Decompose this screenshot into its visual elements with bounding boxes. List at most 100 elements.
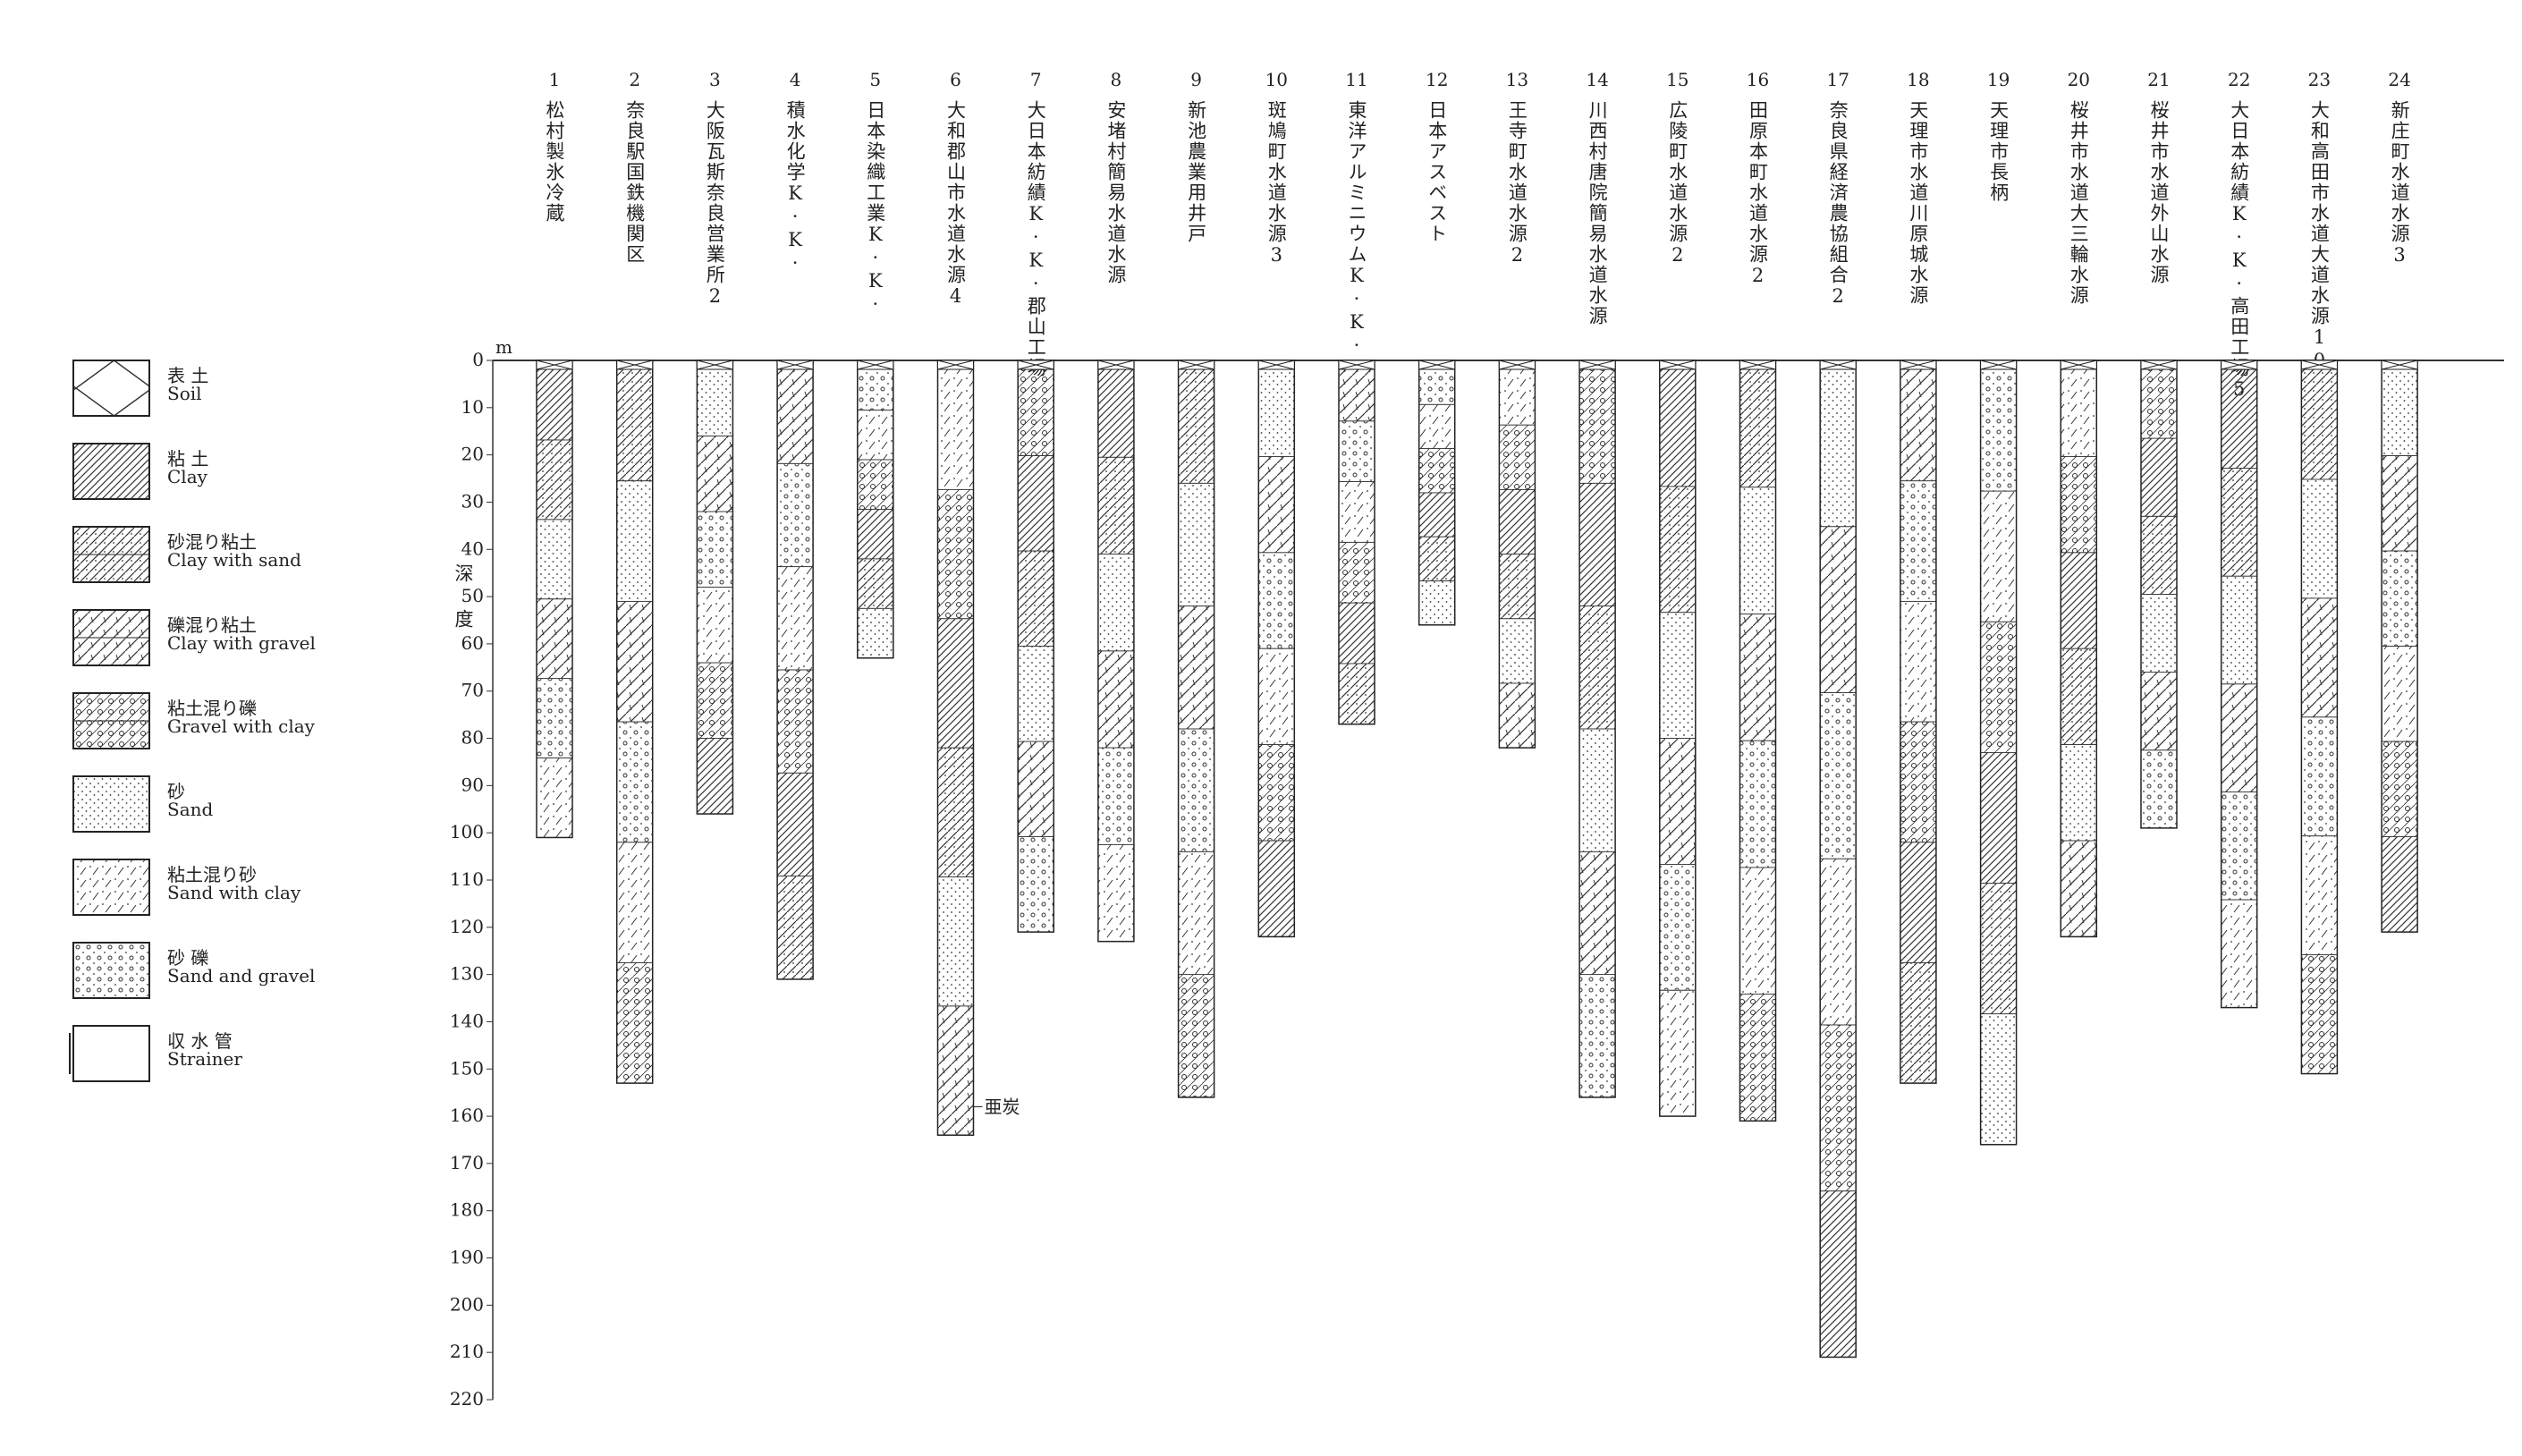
soil-x <box>776 360 814 370</box>
soil-x <box>1338 360 1375 370</box>
layer <box>2221 360 2258 470</box>
borehole-name: 広陵町水道水源2 <box>1667 100 1688 267</box>
tick-label: 110 <box>450 868 484 890</box>
layer <box>697 436 733 512</box>
layer <box>1499 488 1536 554</box>
layer <box>1980 883 2018 1015</box>
layer <box>1017 455 1054 552</box>
layer <box>536 519 573 600</box>
legend-box <box>72 859 150 916</box>
legend-en: Strainer <box>167 1048 242 1070</box>
tick-label: 10 <box>461 396 484 418</box>
layer <box>1900 962 1937 1084</box>
layer <box>2060 552 2097 649</box>
layer <box>2300 360 2338 480</box>
layer <box>857 607 894 659</box>
legend-ja: 礫混り粘土 <box>167 614 257 636</box>
layer <box>2221 683 2258 792</box>
layer <box>2381 550 2418 647</box>
borehole-name: 大和高田市水道大道水源10 <box>2308 100 2330 373</box>
layer <box>616 600 654 723</box>
soil-x <box>2381 360 2418 370</box>
layer <box>1900 721 1937 843</box>
borehole-number: 3 <box>709 69 721 90</box>
layer <box>1659 863 1697 991</box>
layer <box>1499 682 1536 749</box>
layer <box>2221 899 2258 1009</box>
legend-ja: 表 土 <box>167 365 208 386</box>
borehole-name: 奈良県経済農協組合2 <box>1827 100 1849 309</box>
layer <box>1578 851 1616 976</box>
borehole-name: 大阪瓦斯奈良営業所2 <box>704 100 725 309</box>
legend-en: Clay <box>167 466 208 487</box>
legend-box <box>72 1025 150 1082</box>
layer <box>1257 455 1295 554</box>
borehole-number: 8 <box>1111 69 1122 90</box>
layer <box>1499 618 1536 684</box>
tick-label: 20 <box>461 444 484 465</box>
layer <box>1097 843 1135 943</box>
legend-en: Clay with sand <box>167 549 301 571</box>
layer <box>1659 989 1697 1117</box>
layer <box>1257 552 1295 649</box>
legend-en: Clay with gravel <box>167 632 316 654</box>
borehole-number: 19 <box>1987 69 2010 90</box>
layer <box>1739 740 1776 868</box>
layer <box>1659 612 1697 739</box>
layer <box>2300 835 2338 956</box>
tick-label: 70 <box>461 680 484 701</box>
borehole-number: 1 <box>549 69 561 90</box>
layer <box>616 480 654 602</box>
layer <box>1257 648 1295 745</box>
borehole-name: 日本染織工業K·K· <box>865 100 886 317</box>
layer <box>1900 842 1937 963</box>
tick-label: 30 <box>461 490 484 512</box>
borehole-number: 5 <box>869 69 881 90</box>
soil-x <box>1499 360 1536 370</box>
borehole-number: 16 <box>1747 69 1769 90</box>
borehole-number: 21 <box>2147 69 2170 90</box>
layer <box>1499 360 1536 426</box>
layer <box>2381 646 2418 742</box>
layer <box>1578 728 1616 852</box>
legend-ja: 収 水 管 <box>167 1030 233 1052</box>
layer <box>1659 360 1697 487</box>
layer <box>776 772 814 876</box>
layer <box>776 566 814 671</box>
tick-label: 140 <box>450 1010 484 1031</box>
layer <box>536 439 573 521</box>
note: 亜炭 <box>985 1096 1020 1118</box>
borehole-number: 10 <box>1265 69 1288 90</box>
layer <box>697 360 733 436</box>
layer <box>2381 741 2418 837</box>
layer <box>1097 360 1135 458</box>
layer <box>1097 747 1135 845</box>
layer <box>1659 738 1697 865</box>
soil-x <box>1980 360 2017 370</box>
layer <box>2300 597 2338 718</box>
layer <box>1819 692 1857 859</box>
layer <box>1578 360 1616 484</box>
layer <box>1097 554 1135 652</box>
layer <box>1338 420 1375 482</box>
layer <box>937 618 974 749</box>
borehole-number: 15 <box>1666 69 1688 90</box>
layer <box>2140 749 2178 829</box>
layer <box>1578 605 1616 730</box>
soil-x <box>2140 360 2178 370</box>
layer <box>2381 360 2418 456</box>
layer <box>1097 456 1135 554</box>
layer <box>1338 663 1375 725</box>
layer <box>2140 437 2178 517</box>
tick-label: 160 <box>450 1105 484 1126</box>
soil-x <box>1820 360 1857 370</box>
borehole-name: 川西村唐院簡易水道水源 <box>1587 100 1608 326</box>
borehole-number: 4 <box>790 69 801 90</box>
soil-x <box>2301 360 2338 370</box>
layer <box>2381 836 2418 933</box>
tick-label: 0 <box>472 349 484 370</box>
legend-box <box>72 775 150 833</box>
borehole-name: 積水化学K·K· <box>784 100 806 275</box>
layer <box>1739 614 1776 741</box>
